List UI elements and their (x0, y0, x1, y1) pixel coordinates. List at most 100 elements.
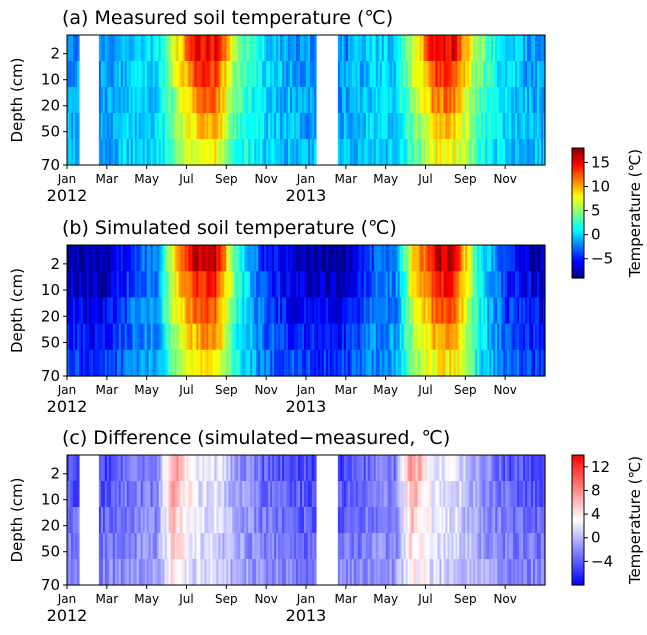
heatmap-cell (134, 61, 138, 88)
heatmap-cell (507, 533, 510, 560)
heatmap-cell (495, 297, 498, 325)
heatmap-cell (459, 533, 462, 560)
heatmap-cell (228, 349, 231, 377)
heatmap-cell (377, 481, 381, 508)
heatmap-cell (146, 297, 150, 325)
heatmap-cell (140, 349, 144, 377)
heatmap-cell (381, 349, 385, 377)
heatmap-cell (144, 533, 148, 560)
heatmap-cell (537, 507, 540, 534)
heatmap-cell (274, 481, 277, 508)
heatmap-cell (351, 559, 355, 586)
heatmap-cell (463, 297, 466, 325)
colorbar-segment (572, 502, 584, 506)
heatmap-cell (361, 481, 365, 508)
heatmap-cell (429, 323, 433, 351)
heatmap-cell (150, 87, 154, 114)
heatmap-cell (477, 559, 480, 586)
heatmap-cell (399, 113, 403, 140)
heatmap-cell (379, 61, 383, 88)
heatmap-cell (214, 507, 217, 534)
heatmap-cell (278, 245, 281, 272)
heatmap-cell (357, 481, 361, 508)
heatmap-cell (487, 297, 490, 325)
heatmap-cell (284, 87, 287, 114)
colorbar-segment (572, 507, 584, 510)
heatmap-cell (136, 245, 140, 272)
heatmap-cell (385, 507, 389, 534)
heatmap-cell (353, 113, 357, 140)
heatmap-cell (168, 533, 172, 560)
heatmap-cell (144, 349, 148, 377)
heatmap-cell (296, 349, 299, 377)
heatmap-cell (491, 113, 494, 140)
heatmap-cell (467, 245, 470, 272)
heatmap-cell (485, 559, 488, 586)
heatmap-cell (94, 245, 98, 272)
heatmap-cell (104, 481, 108, 508)
heatmap-cell (194, 35, 198, 62)
heatmap-cell (202, 245, 206, 272)
heatmap-cell (501, 533, 504, 560)
heatmap-cell (232, 481, 235, 508)
heatmap-cell (214, 455, 217, 482)
heatmap-cell (232, 61, 235, 88)
colorbar-segment (572, 213, 584, 216)
heatmap-cell (433, 271, 437, 298)
heatmap-cell (449, 35, 452, 62)
heatmap-cell (172, 559, 176, 586)
heatmap-cell (485, 139, 488, 166)
heatmap-cell (449, 533, 452, 560)
heatmap-cell (371, 507, 375, 534)
heatmap-cell (216, 271, 219, 298)
heatmap-cell (156, 559, 160, 586)
heatmap-cell (499, 139, 502, 166)
colorbar-segment (572, 491, 584, 495)
x-tick-label: Jul (178, 383, 193, 397)
heatmap-cell (449, 87, 452, 114)
heatmap-cell (533, 455, 536, 482)
heatmap-cell (529, 323, 532, 351)
heatmap-cell (152, 35, 156, 62)
heatmap-cell (493, 297, 496, 325)
heatmap-cell (238, 533, 241, 560)
colorbar-segment (572, 148, 584, 151)
heatmap-cell (433, 297, 437, 325)
heatmap-cell (186, 139, 190, 166)
heatmap-cell (377, 87, 381, 114)
heatmap-cell (469, 349, 472, 377)
heatmap-cell (284, 245, 287, 272)
heatmap-cell (495, 87, 498, 114)
heatmap-cell (447, 297, 450, 325)
heatmap-cell (501, 35, 504, 62)
heatmap-cell (491, 245, 494, 272)
heatmap-cell (126, 61, 130, 88)
heatmap-cell (307, 87, 311, 114)
heatmap-cell (304, 61, 307, 88)
heatmap-cell (206, 271, 210, 298)
heatmap-cell (441, 559, 445, 586)
heatmap-cell (441, 271, 445, 298)
heatmap-cell (264, 139, 267, 166)
heatmap-cell (353, 87, 357, 114)
heatmap-cell (82, 349, 86, 377)
heatmap-cell (445, 35, 449, 62)
heatmap-cell (144, 481, 148, 508)
heatmap-cell (431, 455, 435, 482)
heatmap-cell (120, 297, 124, 325)
heatmap-cell (156, 61, 160, 88)
heatmap-cell (463, 507, 466, 534)
heatmap-cell (537, 533, 540, 560)
heatmap-cell (529, 297, 532, 325)
heatmap-cell (276, 559, 279, 586)
heatmap-cell (377, 297, 381, 325)
heatmap-cell (136, 87, 140, 114)
colorbar-segment (572, 511, 584, 515)
heatmap-cell (74, 533, 78, 560)
colorbar-segment (572, 472, 584, 476)
heatmap-cell (118, 349, 122, 377)
heatmap-cell (178, 507, 182, 534)
heatmap-cell (242, 455, 245, 482)
heatmap-cell (339, 139, 343, 166)
heatmap-cell (208, 245, 211, 272)
